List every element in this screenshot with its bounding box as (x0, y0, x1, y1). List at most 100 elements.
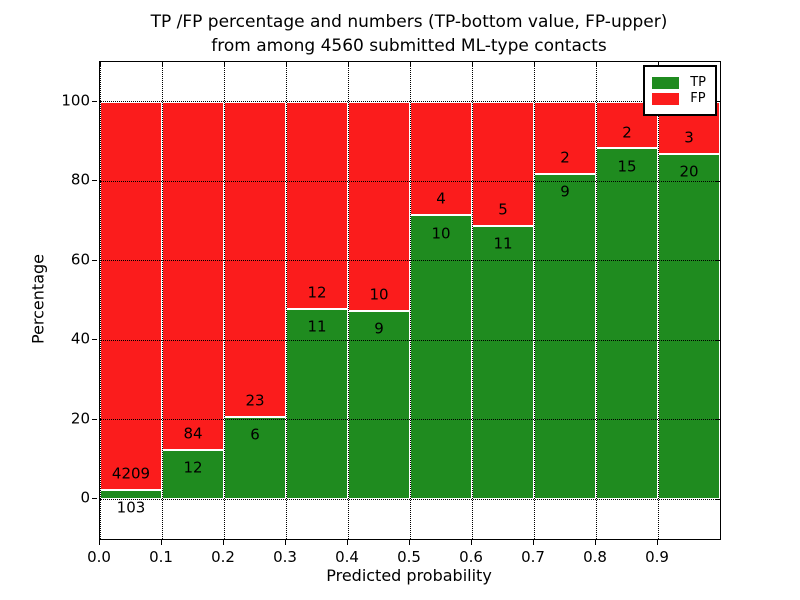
bar-fp-segment (472, 101, 534, 226)
gridline-vertical (409, 62, 411, 539)
legend-entry-tp: TP (652, 76, 706, 89)
x-tick-mark (533, 540, 534, 545)
gridline-vertical (285, 62, 287, 539)
x-tick-mark-top (657, 62, 659, 67)
bar-fp-count-label: 84 (183, 424, 203, 443)
x-tick-label: 0.1 (149, 548, 173, 566)
chart-title: TP /FP percentage and numbers (TP-bottom… (99, 11, 719, 59)
x-tick-label: 0.6 (459, 548, 483, 566)
x-tick-mark (223, 540, 224, 545)
bar-tp-count-label: 15 (617, 157, 637, 176)
y-tick-mark (92, 259, 97, 261)
legend-label-tp: TP (690, 75, 706, 90)
x-tick-mark (99, 540, 100, 545)
y-tick-mark-right (715, 260, 720, 262)
x-tick-label: 0.7 (521, 548, 545, 566)
gridline-vertical (471, 62, 473, 539)
y-tick-label: 20 (70, 409, 90, 428)
gridline-vertical (657, 62, 659, 539)
x-tick-mark-top (533, 62, 535, 67)
legend-entry-fp: FP (652, 92, 706, 105)
bar-tp-segment (534, 174, 596, 500)
y-tick-mark (92, 180, 97, 182)
x-tick-mark-top (285, 62, 287, 67)
x-tick-label: 0.8 (583, 548, 607, 566)
plot-area axis-frame: TP FP 4209 103 84 12 23 6 12 11 10 9 4 10 5 11 2 9 2 15 3 2… (99, 61, 721, 540)
bar-tp-count-label: 9 (374, 319, 384, 338)
bar-tp-count-label: 103 (116, 498, 146, 517)
bar-fp-count-label: 4 (436, 189, 446, 208)
bar-tp-segment (472, 225, 534, 500)
y-tick-label: 40 (70, 329, 90, 348)
x-tick-mark (595, 540, 596, 545)
bar-fp-count-label: 10 (369, 285, 389, 304)
bar-tp-segment (596, 148, 658, 500)
x-tick-label: 0.3 (273, 548, 297, 566)
x-tick-label: 0.2 (211, 548, 235, 566)
gridline-vertical (533, 62, 535, 539)
bar-fp-count-label: 4209 (111, 464, 151, 483)
gridline-vertical (161, 62, 163, 539)
gridline-vertical (347, 62, 349, 539)
chart-title-line2: from among 4560 submitted ML-type contac… (211, 35, 607, 56)
x-tick-mark (471, 540, 472, 545)
y-tick-mark-right (715, 419, 720, 421)
legend-swatch-tp (652, 76, 680, 89)
x-tick-label: 0.9 (645, 548, 669, 566)
gridline-vertical (223, 62, 225, 539)
bar-fp-segment (534, 101, 596, 174)
bar-tp-segment (658, 153, 720, 500)
x-tick-mark-top (99, 62, 101, 67)
x-tick-mark (161, 540, 162, 545)
y-tick-mark (92, 339, 97, 341)
x-tick-mark (347, 540, 348, 545)
y-tick-mark-right (715, 101, 720, 103)
y-tick-label: 60 (70, 250, 90, 269)
gridline-horizontal (100, 180, 720, 182)
bar-tp-segment (286, 309, 348, 500)
x-tick-mark (285, 540, 286, 545)
x-tick-label: 0.5 (397, 548, 421, 566)
bar-tp-segment (224, 417, 286, 500)
bar-tp-count-label: 12 (183, 458, 203, 477)
gridline-horizontal (100, 419, 720, 421)
gridline-vertical (595, 62, 597, 539)
x-tick-mark-top (347, 62, 349, 67)
gridline-horizontal (100, 101, 720, 103)
bar-fp-count-label: 2 (622, 123, 632, 142)
bar-fp-segment (348, 101, 410, 311)
bar-fp-segment (162, 101, 224, 450)
x-tick-label: 0.4 (335, 548, 359, 566)
bar-fp-count-label: 23 (245, 391, 265, 410)
bar-fp-segment (100, 101, 162, 490)
bar-tp-count-label: 20 (679, 162, 699, 181)
y-tick-mark-right (715, 180, 720, 182)
y-tick-label: 0 (80, 488, 90, 507)
bar-fp-count-label: 12 (307, 283, 327, 302)
x-tick-mark-top (409, 62, 411, 67)
legend: TP FP (643, 65, 717, 116)
legend-label-fp: FP (690, 91, 706, 106)
bar-fp-count-label: 5 (498, 200, 508, 219)
bar-fp-segment (410, 101, 472, 216)
bar-tp-count-label: 10 (431, 224, 451, 243)
y-tick-mark-right (715, 498, 720, 500)
y-tick-label: 100 (61, 91, 90, 110)
bar-tp-count-label: 6 (250, 425, 260, 444)
gridline-horizontal (100, 498, 720, 500)
y-axis-label: Percentage (28, 253, 48, 345)
bar-tp-count-label: 9 (560, 182, 570, 201)
x-tick-label: 0.0 (87, 548, 111, 566)
x-axis-label: Predicted probability (326, 566, 492, 585)
bar-tp-count-label: 11 (307, 317, 327, 336)
gridline-horizontal (100, 260, 720, 262)
x-tick-mark (657, 540, 658, 545)
legend-swatch-fp (652, 92, 680, 105)
x-tick-mark-top (161, 62, 163, 67)
y-tick-mark-right (715, 339, 720, 341)
x-tick-mark (409, 540, 410, 545)
bar-tp-count-label: 11 (493, 234, 513, 253)
y-tick-mark (92, 498, 97, 500)
x-tick-mark-top (223, 62, 225, 67)
